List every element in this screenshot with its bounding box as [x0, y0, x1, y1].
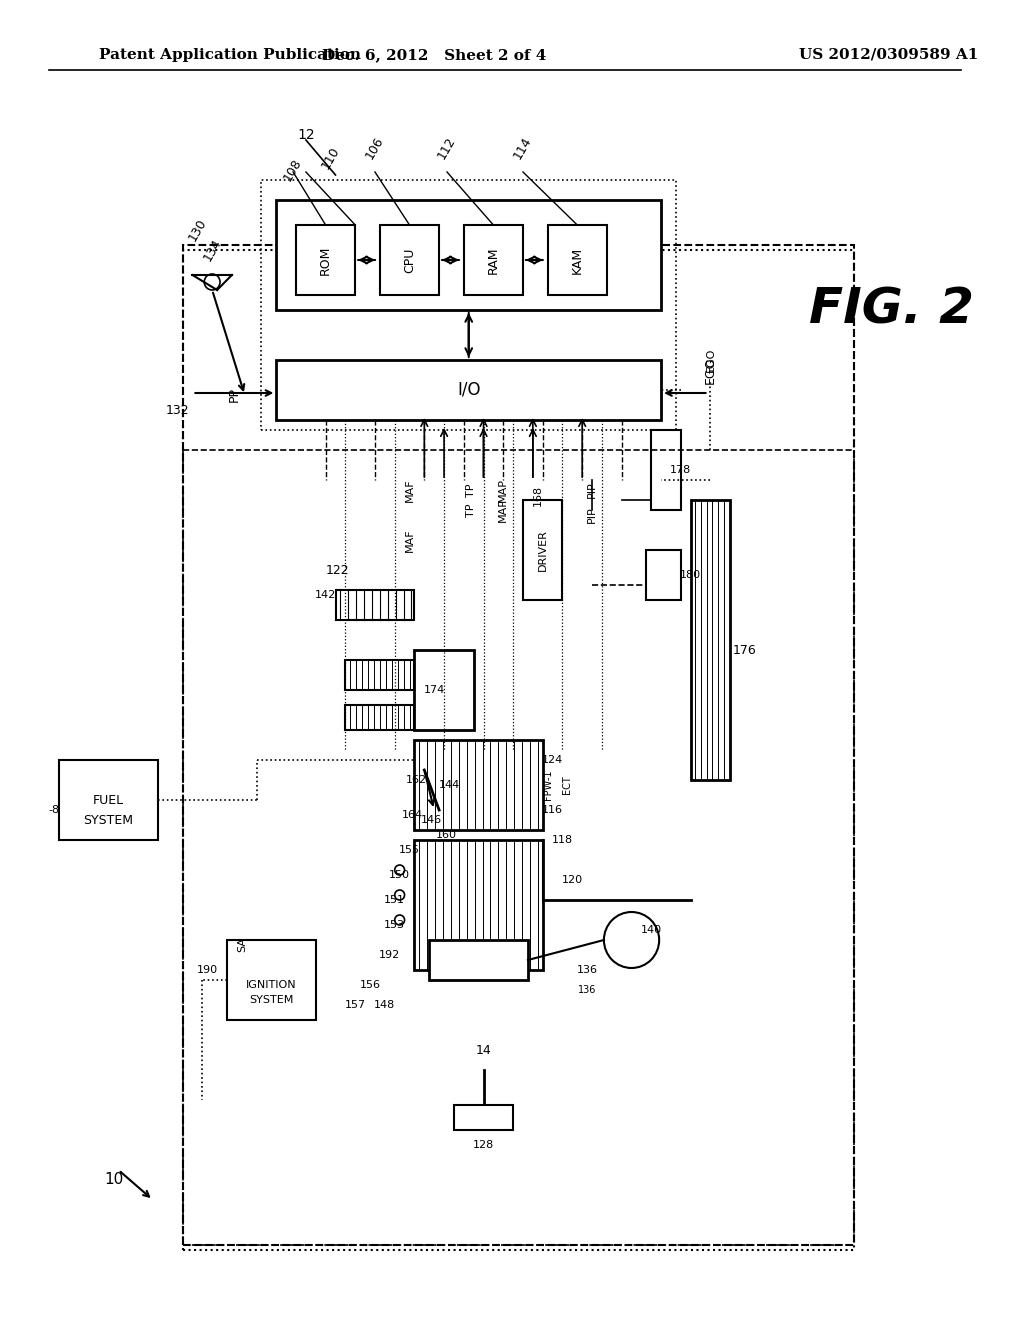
Text: 114: 114 — [511, 135, 535, 161]
Bar — [276, 201, 662, 310]
Text: ROM: ROM — [319, 246, 332, 275]
Text: 112: 112 — [435, 135, 459, 161]
Bar — [646, 550, 681, 601]
Text: 128: 128 — [473, 1140, 495, 1150]
Text: 148: 148 — [374, 1001, 395, 1010]
Text: I/O: I/O — [457, 381, 480, 399]
Text: ECT: ECT — [562, 776, 572, 795]
Text: MAP: MAP — [499, 498, 508, 521]
Text: 142: 142 — [315, 590, 336, 601]
Text: 124: 124 — [542, 755, 563, 766]
Text: 108: 108 — [282, 156, 305, 183]
Text: EGO: EGO — [703, 356, 717, 384]
Text: FIG. 2: FIG. 2 — [809, 286, 974, 334]
Text: 122: 122 — [326, 564, 349, 577]
Bar — [296, 224, 355, 294]
Text: 146: 146 — [421, 814, 441, 825]
Text: TP: TP — [466, 483, 476, 496]
Text: 118: 118 — [552, 836, 573, 845]
Bar — [454, 1105, 513, 1130]
Bar — [336, 590, 415, 620]
Text: EGO: EGO — [706, 347, 716, 372]
Bar — [276, 360, 662, 420]
Bar — [464, 224, 523, 294]
Text: 116: 116 — [542, 805, 563, 814]
Text: MAP: MAP — [499, 478, 508, 502]
Text: -8: -8 — [49, 805, 59, 814]
Text: SYSTEM: SYSTEM — [84, 813, 133, 826]
Text: 106: 106 — [364, 135, 386, 161]
Text: 168: 168 — [532, 484, 543, 506]
Text: 180: 180 — [680, 570, 701, 579]
Text: US 2012/0309589 A1: US 2012/0309589 A1 — [800, 48, 979, 62]
Text: 130: 130 — [185, 216, 209, 243]
Text: 155: 155 — [399, 845, 420, 855]
Text: 14: 14 — [476, 1044, 492, 1056]
Text: KAM: KAM — [570, 247, 584, 273]
Bar — [415, 840, 543, 970]
Text: PIP: PIP — [587, 507, 597, 523]
Text: 156: 156 — [359, 979, 381, 990]
Text: 136: 136 — [578, 985, 596, 995]
Text: 192: 192 — [379, 950, 400, 960]
Text: FUEL: FUEL — [93, 793, 124, 807]
Text: 12: 12 — [297, 128, 314, 143]
Text: 132: 132 — [166, 404, 189, 417]
Text: IGNITION: IGNITION — [246, 979, 297, 990]
Bar — [429, 940, 528, 979]
Bar — [345, 705, 415, 730]
Text: 162: 162 — [406, 775, 427, 785]
Text: 190: 190 — [197, 965, 218, 975]
Text: 120: 120 — [562, 875, 583, 884]
Text: 153: 153 — [384, 920, 406, 931]
Bar — [523, 500, 562, 601]
Text: DRIVER: DRIVER — [538, 529, 548, 572]
Text: 140: 140 — [641, 925, 662, 935]
Text: 160: 160 — [435, 830, 457, 840]
Text: FPW-1: FPW-1 — [543, 770, 553, 800]
Bar — [182, 249, 854, 1250]
Text: MAF: MAF — [404, 528, 415, 552]
Bar — [59, 760, 158, 840]
Text: 174: 174 — [424, 685, 444, 696]
Text: Dec. 6, 2012   Sheet 2 of 4: Dec. 6, 2012 Sheet 2 of 4 — [322, 48, 547, 62]
Text: 178: 178 — [671, 465, 691, 475]
Text: SA: SA — [237, 937, 247, 953]
Text: 164: 164 — [401, 810, 423, 820]
Bar — [548, 224, 607, 294]
Bar — [415, 741, 543, 830]
Bar — [380, 224, 439, 294]
Bar — [182, 246, 854, 1245]
Text: 176: 176 — [733, 644, 757, 656]
Text: 151: 151 — [384, 895, 406, 906]
Text: 157: 157 — [345, 1001, 366, 1010]
Text: 144: 144 — [438, 780, 460, 789]
Text: 134: 134 — [201, 236, 223, 264]
Bar — [415, 649, 474, 730]
Text: CPU: CPU — [403, 247, 416, 273]
Text: SYSTEM: SYSTEM — [249, 995, 294, 1005]
Text: 150: 150 — [389, 870, 411, 880]
Text: 136: 136 — [577, 965, 598, 975]
Text: MAF: MAF — [404, 478, 415, 502]
Text: TP: TP — [466, 503, 476, 516]
Bar — [345, 660, 415, 690]
Bar — [651, 430, 681, 510]
Bar — [261, 180, 676, 430]
Text: Patent Application Publication: Patent Application Publication — [98, 48, 360, 62]
Text: PP: PP — [227, 388, 241, 403]
Text: 10: 10 — [103, 1172, 123, 1188]
Bar — [691, 500, 730, 780]
Text: RAM: RAM — [486, 247, 500, 273]
Bar — [227, 940, 315, 1020]
Text: PIP: PIP — [587, 482, 597, 499]
Text: 110: 110 — [319, 144, 342, 172]
